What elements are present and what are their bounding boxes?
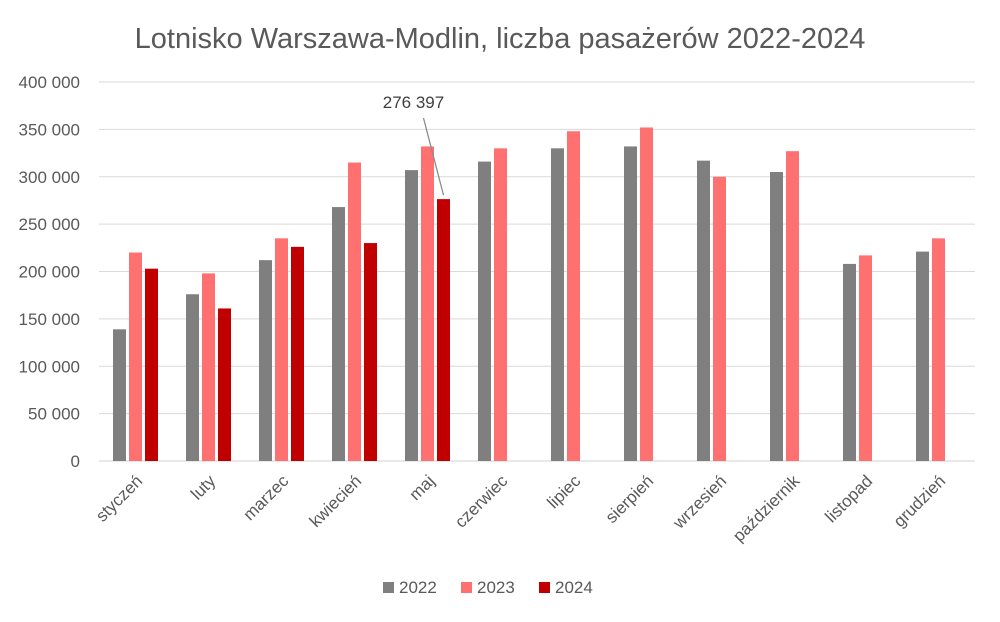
bar-2023 [494,148,507,461]
legend-swatch-2024 [539,582,550,593]
x-tick-label: lipiec [543,471,584,512]
y-tick-label: 150 000 [19,310,80,329]
y-tick-label: 300 000 [19,168,80,187]
x-tick-label: maj [406,471,439,504]
bar-2022 [770,172,783,461]
annotation-leader-line [422,117,445,196]
annotation-label: 276 397 [383,93,444,112]
x-tick-label: listopad [821,471,876,526]
bar-2022 [405,170,418,461]
y-tick-label: 350 000 [19,120,80,139]
bar-2023 [640,127,653,461]
bar-2022 [551,148,564,461]
x-tick-label: wrzesień [669,471,731,533]
bar-2023 [859,255,872,461]
legend-label-2022: 2022 [399,578,437,597]
x-tick-label: kwiecień [306,471,366,531]
bar-2022 [916,251,929,461]
y-tick-label: 0 [71,452,80,471]
bar-2023 [202,273,215,461]
legend-swatch-2022 [383,582,394,593]
bar-2023 [786,151,799,462]
bar-2023 [567,131,580,461]
bar-2023 [275,238,288,461]
x-tick-labels: styczeń luty marzec kwiecień maj czerwiec lipi… [92,471,949,546]
chart-title: Lotnisko Warszawa-Modlin, liczba pasażer… [135,23,866,55]
y-tick-label: 50 000 [28,405,80,424]
bar-2022 [186,294,199,461]
bars-layer [113,127,945,462]
bar-2023 [421,146,434,461]
bar-2023 [713,176,726,461]
x-tick-label: październik [729,471,804,546]
bar-2022 [697,160,710,461]
x-tick-label: czerwiec [451,471,512,532]
bar-2022 [113,329,126,461]
bar-2023 [348,162,361,461]
bar-2022 [332,207,345,461]
y-tick-label: 200 000 [19,263,80,282]
bar-2023 [129,252,142,461]
bar-2022 [478,161,491,461]
legend-label-2023: 2023 [477,578,515,597]
bar-2024 [218,308,231,461]
legend-swatch-2023 [461,582,472,593]
legend-label-2024: 2024 [555,578,593,597]
y-tick-label: 100 000 [19,357,80,376]
bar-2024 [291,246,304,461]
legend: 2022 2023 2024 [383,578,593,597]
x-tick-label: sierpień [602,471,658,527]
bar-2022 [259,260,272,461]
bar-2024 [437,199,450,462]
bar-2023 [932,238,945,461]
x-tick-label: marzec [239,471,292,524]
bar-2024 [145,268,158,461]
y-tick-label: 400 000 [19,73,80,92]
bar-2022 [843,263,856,461]
grid-layer: 0 50 000 100 000 150 000 200 000 250 000 300 0… [19,73,975,471]
x-tick-label: luty [187,471,219,503]
bar-2022 [624,146,637,461]
bar-2024 [364,243,377,461]
x-tick-label: grudzień [890,471,950,531]
annotations: 276 397 [383,93,445,196]
x-tick-label: styczeń [92,471,146,525]
y-tick-label: 250 000 [19,215,80,234]
